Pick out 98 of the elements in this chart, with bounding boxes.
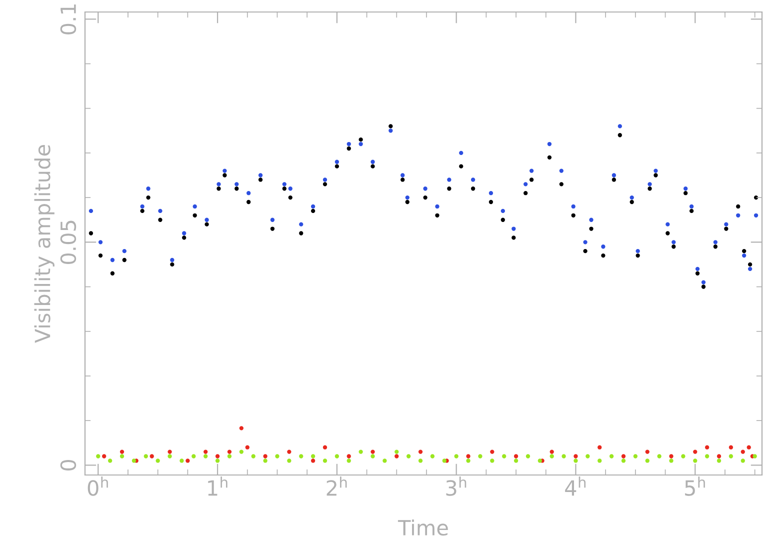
point (239, 450, 244, 454)
y-axis-title: Visibility amplitude (34, 145, 54, 343)
point (752, 454, 757, 458)
point (310, 454, 316, 458)
point (215, 458, 220, 463)
point (550, 450, 554, 454)
point (275, 454, 280, 458)
point (132, 458, 136, 463)
point (574, 458, 578, 463)
point (180, 458, 184, 463)
point (645, 450, 650, 454)
point (310, 458, 316, 463)
point (621, 454, 626, 458)
point (657, 454, 662, 458)
point (442, 458, 446, 463)
point (96, 454, 100, 458)
point (108, 458, 112, 463)
point (514, 454, 518, 458)
point (204, 454, 208, 458)
point (346, 458, 351, 463)
point (215, 454, 220, 458)
point (574, 454, 578, 458)
y-tick-label: 0 (60, 460, 76, 470)
point (466, 458, 470, 463)
point (514, 458, 518, 463)
point (287, 450, 292, 454)
x-tick-label: 0$^{h}$ (88, 476, 108, 496)
point (406, 454, 411, 458)
point (245, 445, 250, 450)
point (168, 450, 172, 454)
point (562, 454, 566, 458)
point (454, 454, 458, 458)
point (370, 450, 375, 454)
point (586, 454, 590, 458)
point (490, 458, 494, 463)
point (239, 426, 244, 430)
point (716, 458, 722, 463)
point (227, 454, 232, 458)
y-tick-label: 0.05 (60, 220, 76, 264)
point (633, 454, 638, 458)
point (102, 454, 106, 458)
point (346, 454, 351, 458)
point (418, 450, 423, 454)
x-tick-label: 5$^{h}$ (685, 476, 705, 496)
point (728, 454, 734, 458)
x-tick-label: 2$^{h}$ (326, 476, 347, 496)
point (251, 454, 256, 458)
point (418, 458, 423, 463)
point (598, 445, 602, 450)
point (621, 458, 626, 463)
point (204, 450, 208, 454)
point (502, 454, 506, 458)
point (704, 454, 710, 458)
point (120, 454, 124, 458)
point (394, 450, 399, 454)
point (490, 450, 494, 454)
x-axis-title: Time (398, 519, 448, 536)
point (704, 445, 710, 450)
x-tick-label: 1$^{h}$ (208, 476, 228, 496)
point (358, 450, 363, 454)
point (150, 454, 154, 458)
point (526, 454, 530, 458)
point (693, 458, 698, 463)
point (669, 458, 674, 463)
point (263, 458, 268, 463)
x-tick-label: 3$^{h}$ (446, 476, 466, 496)
point (681, 454, 686, 458)
point (168, 454, 172, 458)
point (287, 458, 292, 463)
point (192, 454, 196, 458)
point (120, 450, 124, 454)
point (430, 454, 435, 458)
point (645, 458, 650, 463)
point (156, 458, 160, 463)
point (227, 450, 232, 454)
y-tick-label: 0.1 (60, 4, 76, 34)
point (466, 454, 470, 458)
point (550, 454, 554, 458)
point (538, 458, 542, 463)
point (382, 458, 387, 463)
point (478, 454, 482, 458)
point (322, 458, 328, 463)
point (740, 458, 745, 463)
point (728, 445, 734, 450)
point (144, 454, 148, 458)
point (609, 454, 614, 458)
point (299, 454, 304, 458)
point (394, 454, 399, 458)
point (186, 458, 190, 463)
point (263, 454, 268, 458)
point (740, 450, 745, 454)
point (322, 445, 328, 450)
point (716, 454, 722, 458)
point (693, 450, 698, 454)
point (746, 445, 751, 450)
x-tick-label: 4$^{h}$ (565, 476, 586, 496)
point (334, 454, 340, 458)
point (598, 458, 602, 463)
